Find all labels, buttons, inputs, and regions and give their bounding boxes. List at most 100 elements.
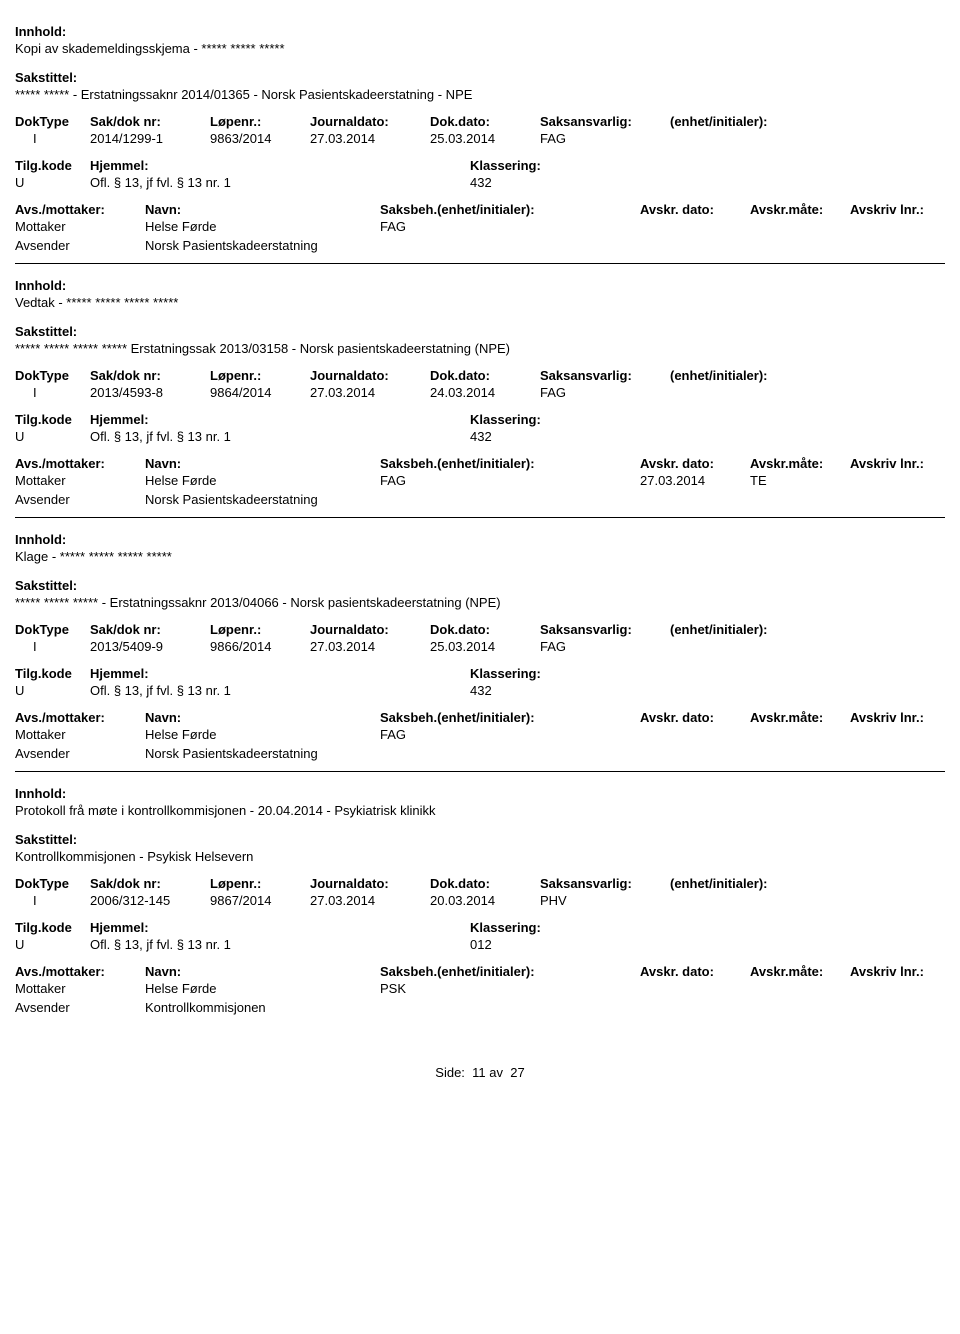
avskrdato-label: Avskr. dato: (640, 964, 750, 979)
ddato-label: Dok.dato: (430, 622, 540, 637)
tilgkode-label: Tilg.kode (15, 920, 90, 935)
mottaker-amate (750, 219, 850, 234)
enhet-value (670, 639, 945, 654)
jdato-value: 27.03.2014 (310, 131, 430, 146)
metadata-value-row: I 2013/5409-9 9866/2014 27.03.2014 25.03… (15, 639, 945, 654)
doktype-value: I (15, 639, 90, 654)
record-divider (15, 771, 945, 772)
page-current: 11 (472, 1065, 486, 1080)
mottaker-role: Mottaker (15, 981, 145, 996)
ddato-value: 20.03.2014 (430, 893, 540, 908)
tilg-header-row: Tilg.kode Hjemmel: Klassering: (15, 666, 945, 681)
tilgkode-label: Tilg.kode (15, 158, 90, 173)
avskrmate-label: Avskr.måte: (750, 710, 850, 725)
mottaker-role: Mottaker (15, 473, 145, 488)
hjemmel-label: Hjemmel: (90, 920, 470, 935)
mottaker-amate (750, 981, 850, 996)
klassering-label: Klassering: (470, 920, 945, 935)
doktype-label: DokType (15, 368, 90, 383)
lopenr-value: 9866/2014 (210, 639, 310, 654)
innhold-label: Innhold: (15, 532, 945, 547)
avskrlnr-label: Avskriv lnr.: (850, 710, 945, 725)
hjemmel-value: Ofl. § 13, jf fvl. § 13 nr. 1 (90, 429, 470, 444)
avsender-role: Avsender (15, 238, 145, 253)
page-total: 27 (510, 1065, 524, 1080)
mottaker-row: Mottaker Helse Førde FAG (15, 219, 945, 234)
metadata-header-row: DokType Sak/dok nr: Løpenr.: Journaldato… (15, 114, 945, 129)
avsender-role: Avsender (15, 1000, 145, 1015)
innhold-label: Innhold: (15, 24, 945, 39)
saksan-value: FAG (540, 639, 670, 654)
avsmot-header-row: Avs./mottaker: Navn: Saksbeh.(enhet/init… (15, 964, 945, 979)
navn-label: Navn: (145, 456, 380, 471)
ddato-value: 25.03.2014 (430, 639, 540, 654)
ddato-value: 25.03.2014 (430, 131, 540, 146)
navn-label: Navn: (145, 710, 380, 725)
avsmot-header-row: Avs./mottaker: Navn: Saksbeh.(enhet/init… (15, 202, 945, 217)
enhet-value (670, 131, 945, 146)
klassering-label: Klassering: (470, 412, 945, 427)
klass-value: 432 (470, 175, 945, 190)
avsender-role: Avsender (15, 746, 145, 761)
jdato-label: Journaldato: (310, 622, 430, 637)
lopenr-label: Løpenr.: (210, 114, 310, 129)
avsender-row: Avsender Norsk Pasientskadeerstatning (15, 746, 945, 761)
ddato-label: Dok.dato: (430, 368, 540, 383)
avsender-role: Avsender (15, 492, 145, 507)
avsmot-header-row: Avs./mottaker: Navn: Saksbeh.(enhet/init… (15, 456, 945, 471)
innhold-label: Innhold: (15, 786, 945, 801)
avsender-navn: Norsk Pasientskadeerstatning (145, 238, 380, 253)
lopenr-value: 9863/2014 (210, 131, 310, 146)
avskrmate-label: Avskr.måte: (750, 456, 850, 471)
tilg-header-row: Tilg.kode Hjemmel: Klassering: (15, 920, 945, 935)
saksan-label: Saksansvarlig: (540, 622, 670, 637)
innhold-value: Klage - ***** ***** ***** ***** (15, 549, 945, 564)
mottaker-amate: TE (750, 473, 850, 488)
ddato-label: Dok.dato: (430, 114, 540, 129)
mottaker-navn: Helse Førde (145, 981, 380, 996)
metadata-header-row: DokType Sak/dok nr: Løpenr.: Journaldato… (15, 876, 945, 891)
lopenr-value: 9867/2014 (210, 893, 310, 908)
saksan-value: FAG (540, 385, 670, 400)
tilg-value: U (15, 175, 90, 190)
avsmot-label: Avs./mottaker: (15, 202, 145, 217)
sakstittel-value: ***** ***** ***** ***** Erstatningssak 2… (15, 341, 945, 356)
mottaker-saksbeh: FAG (380, 473, 470, 488)
avskrdato-label: Avskr. dato: (640, 202, 750, 217)
tilg-value: U (15, 937, 90, 952)
saksan-label: Saksansvarlig: (540, 114, 670, 129)
enhet-label: (enhet/initialer): (670, 622, 945, 637)
metadata-value-row: I 2006/312-145 9867/2014 27.03.2014 20.0… (15, 893, 945, 908)
mottaker-navn: Helse Førde (145, 727, 380, 742)
mottaker-adato (640, 981, 750, 996)
saksan-label: Saksansvarlig: (540, 876, 670, 891)
avskrmate-label: Avskr.måte: (750, 202, 850, 217)
doktype-label: DokType (15, 622, 90, 637)
page-footer: Side: 11 av 27 (15, 1065, 945, 1080)
jdato-label: Journaldato: (310, 876, 430, 891)
metadata-value-row: I 2013/4593-8 9864/2014 27.03.2014 24.03… (15, 385, 945, 400)
tilg-value-row: U Ofl. § 13, jf fvl. § 13 nr. 1 432 (15, 683, 945, 698)
av-label: av (489, 1065, 503, 1080)
innhold-value: Kopi av skademeldingsskjema - ***** ****… (15, 41, 945, 56)
saksbeh-label: Saksbeh.(enhet/initialer): (380, 202, 640, 217)
sakstittel-label: Sakstittel: (15, 832, 945, 847)
lopenr-label: Løpenr.: (210, 622, 310, 637)
mottaker-row: Mottaker Helse Førde PSK (15, 981, 945, 996)
mottaker-adato: 27.03.2014 (640, 473, 750, 488)
doktype-label: DokType (15, 876, 90, 891)
side-label: Side: (435, 1065, 465, 1080)
hjemmel-label: Hjemmel: (90, 158, 470, 173)
lopenr-value: 9864/2014 (210, 385, 310, 400)
tilg-value-row: U Ofl. § 13, jf fvl. § 13 nr. 1 012 (15, 937, 945, 952)
tilg-value: U (15, 683, 90, 698)
journal-record: Innhold: Klage - ***** ***** ***** *****… (15, 517, 945, 761)
klassering-label: Klassering: (470, 666, 945, 681)
mottaker-alnr (850, 219, 945, 234)
ddato-value: 24.03.2014 (430, 385, 540, 400)
doktype-value: I (15, 893, 90, 908)
jdato-label: Journaldato: (310, 368, 430, 383)
avsmot-label: Avs./mottaker: (15, 710, 145, 725)
tilgkode-label: Tilg.kode (15, 412, 90, 427)
sakdok-value: 2013/4593-8 (90, 385, 210, 400)
